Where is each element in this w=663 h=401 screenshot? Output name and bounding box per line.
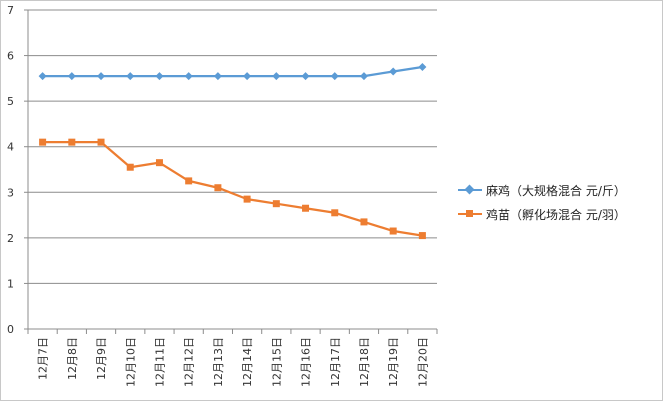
- series-0-point-3: [126, 72, 135, 81]
- series-1-point-9: [302, 204, 310, 212]
- series-0-point-6: [213, 72, 222, 81]
- series-1-point-1: [68, 138, 76, 146]
- series-0-point-9: [301, 72, 310, 81]
- series-1-point-0: [39, 138, 47, 146]
- y-tick-label-1: 1: [7, 277, 14, 290]
- x-tick-label-12: 12月19日: [387, 337, 400, 387]
- y-tick-label-3: 3: [7, 186, 14, 199]
- x-tick-label-0: 12月7日: [37, 337, 50, 380]
- series-0-point-1: [67, 72, 76, 81]
- legend-swatch-0: [458, 184, 482, 195]
- series-1-point-5: [185, 177, 193, 185]
- x-tick-label-2: 12月9日: [95, 337, 108, 380]
- series-0-point-12: [389, 67, 398, 76]
- series-1-point-3: [126, 163, 134, 171]
- series-0-point-13: [418, 62, 427, 71]
- x-tick-label-4: 12月11日: [153, 337, 166, 387]
- series-1-point-2: [97, 138, 105, 146]
- y-tick-label-0: 0: [7, 323, 14, 336]
- y-tick-label-2: 2: [7, 232, 14, 245]
- series-line-1: [42, 141, 423, 237]
- series-0-point-8: [272, 72, 281, 81]
- legend-item-1: 鸡苗（孵化场混合 元/羽）: [458, 202, 626, 226]
- y-tick-label-7: 7: [7, 4, 14, 17]
- legend: 麻鸡（大规格混合 元/斤） 鸡苗（孵化场混合 元/羽）: [458, 178, 626, 226]
- series-0-point-2: [97, 72, 106, 81]
- series-0-point-7: [243, 72, 252, 81]
- legend-swatch-1: [458, 209, 482, 219]
- series-line-0: [42, 65, 423, 78]
- legend-item-0: 麻鸡（大规格混合 元/斤）: [458, 178, 626, 202]
- series-1-point-8: [272, 200, 280, 208]
- series-0-point-5: [184, 72, 193, 81]
- x-tick-label-8: 12月15日: [270, 337, 283, 387]
- x-tick-label-5: 12月12日: [183, 337, 196, 387]
- x-tick-label-9: 12月16日: [300, 337, 313, 387]
- series-1-point-12: [389, 227, 397, 235]
- y-tick-label-5: 5: [7, 95, 14, 108]
- y-tick-label-6: 6: [7, 50, 14, 63]
- x-tick-label-10: 12月17日: [329, 337, 342, 387]
- series-1-point-6: [214, 184, 222, 192]
- series-1-point-11: [360, 218, 368, 226]
- series-1-point-13: [418, 232, 426, 240]
- x-tick-label-11: 12月18日: [358, 337, 371, 387]
- x-tick-label-3: 12月10日: [124, 337, 137, 387]
- series-0-point-11: [359, 72, 368, 81]
- y-tick-label-4: 4: [7, 141, 14, 154]
- x-tick-label-13: 12月20日: [416, 337, 429, 387]
- series-1-point-10: [331, 209, 339, 217]
- series-0-point-4: [155, 72, 164, 81]
- series-1-point-4: [155, 159, 163, 167]
- x-tick-label-7: 12月14日: [241, 337, 254, 387]
- legend-label-1: 鸡苗（孵化场混合 元/羽）: [486, 207, 626, 222]
- x-tick-label-6: 12月13日: [212, 337, 225, 387]
- legend-label-0: 麻鸡（大规格混合 元/斤）: [486, 183, 626, 198]
- series-0-point-10: [330, 72, 339, 81]
- x-tick-label-1: 12月8日: [66, 337, 79, 380]
- series-0-point-0: [38, 72, 47, 81]
- series-1-point-7: [243, 195, 251, 203]
